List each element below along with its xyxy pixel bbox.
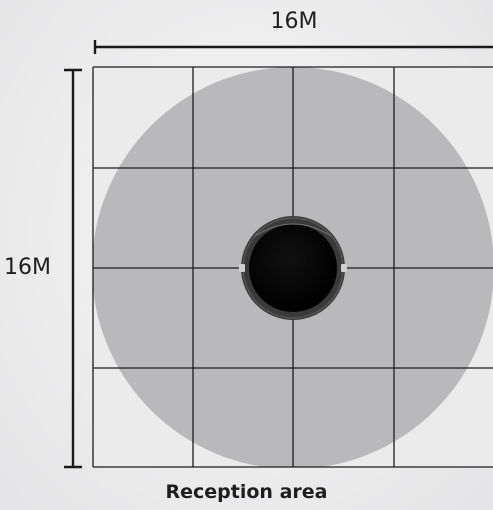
height-dimension-label: 16M xyxy=(4,255,51,280)
width-dimension-label: 16M xyxy=(270,9,318,34)
grid-lines xyxy=(92,66,493,468)
height-dimension-line xyxy=(64,68,82,469)
diagram-caption: Reception area xyxy=(165,481,328,503)
width-dimension-line xyxy=(93,40,493,54)
ceiling-receiver-icon xyxy=(239,216,347,320)
